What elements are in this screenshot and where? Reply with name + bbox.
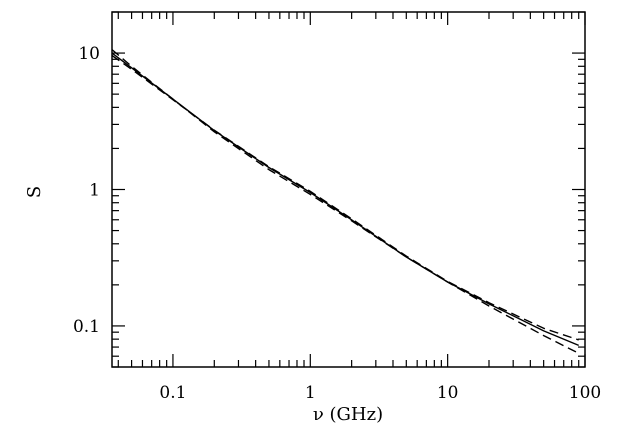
series-line-solid-1 <box>111 52 579 347</box>
minor-ticks <box>112 11 586 368</box>
y-tick-label: 10 <box>78 44 100 64</box>
x-tick-labels: 0.1 1 10 100 <box>159 383 601 403</box>
x-tick-label: 0.1 <box>159 383 186 403</box>
series-line-dashed-2 <box>111 49 580 354</box>
series-layer <box>111 49 580 354</box>
y-tick-label: 0.1 <box>73 317 100 337</box>
x-axis-label: ν (GHz) <box>313 404 383 425</box>
y-tick-labels: 0.1 1 10 <box>73 44 100 337</box>
x-tick-label: 100 <box>569 383 601 403</box>
x-tick-label: 10 <box>437 383 459 403</box>
y-axis-label: S <box>24 186 45 198</box>
x-tick-label: 1 <box>305 383 316 403</box>
series-line-dashed-3 <box>111 54 579 341</box>
y-tick-label: 1 <box>89 181 100 201</box>
